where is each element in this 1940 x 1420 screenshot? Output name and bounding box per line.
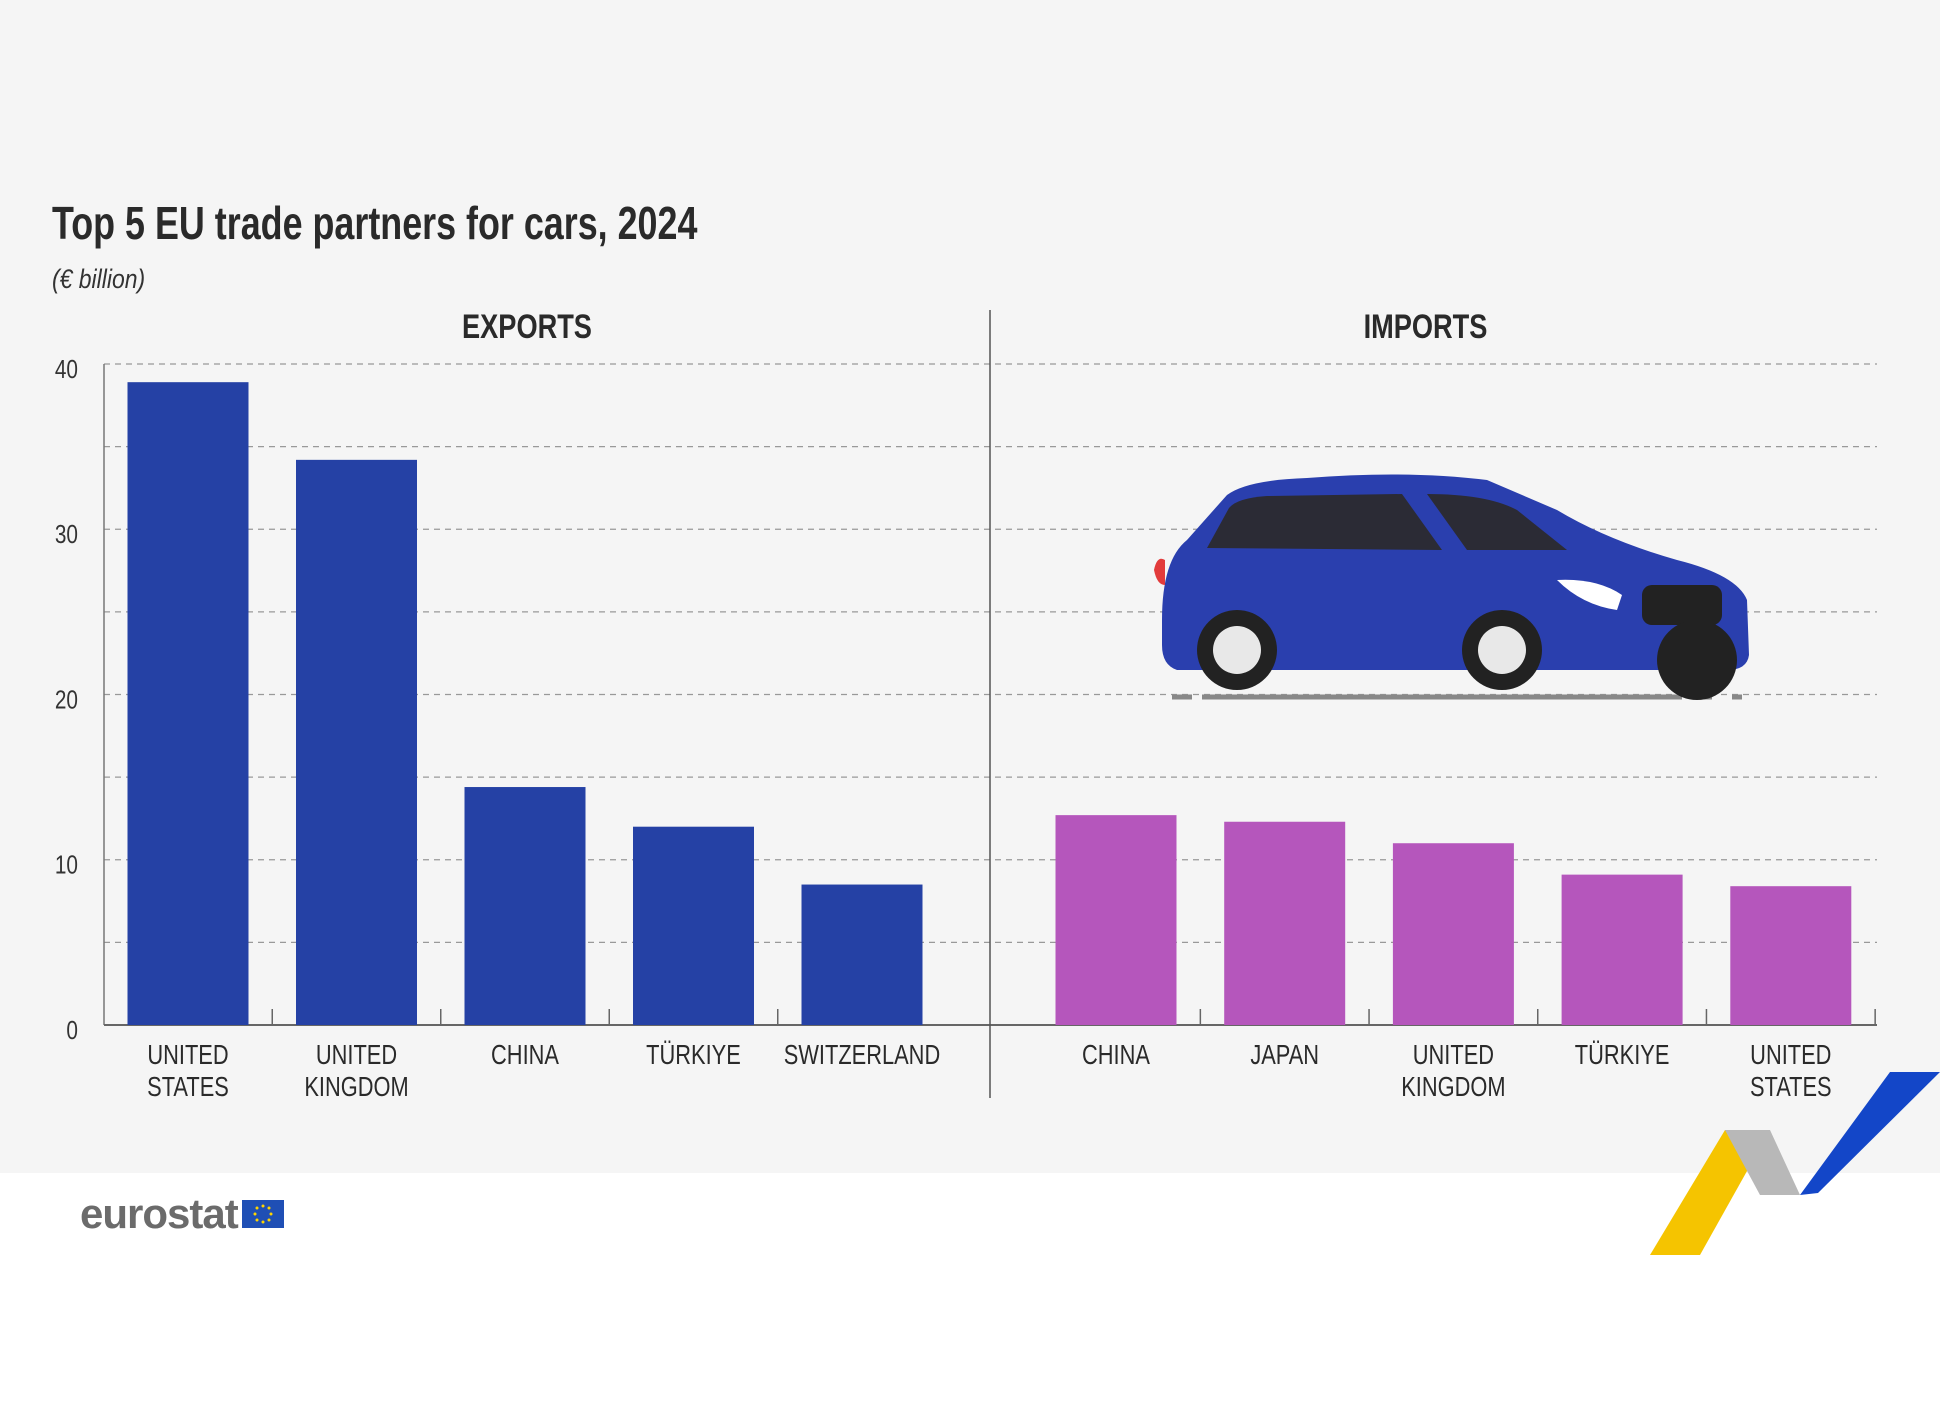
bar-exports xyxy=(464,787,586,1025)
chart-subtitle: (€ billion) xyxy=(52,264,146,294)
bar-exports xyxy=(296,459,417,1026)
y-tick-label: 20 xyxy=(55,685,78,714)
ribbon-yellow xyxy=(1650,1130,1770,1255)
y-tick-label: 10 xyxy=(55,851,78,880)
ribbon-grey xyxy=(1725,1130,1800,1195)
car-icon xyxy=(1154,474,1749,700)
category-label: UNITED xyxy=(316,1039,397,1070)
bar-exports xyxy=(633,826,754,1025)
car-window-rear xyxy=(1427,494,1567,550)
bar-imports xyxy=(1392,843,1514,1025)
y-tick-label: 0 xyxy=(66,1016,78,1045)
category-label: SWITZERLAND xyxy=(784,1039,940,1070)
bar-imports xyxy=(1561,874,1683,1025)
car-taillight xyxy=(1154,558,1165,585)
category-label: CHINA xyxy=(491,1039,559,1070)
car-rim xyxy=(1478,626,1526,674)
car-rim xyxy=(1213,626,1261,674)
bar-exports xyxy=(127,382,249,1025)
decorative-ribbon-icon xyxy=(1650,1072,1940,1255)
bar-imports xyxy=(1730,886,1852,1025)
panel-title-imports: IMPORTS xyxy=(1364,307,1488,346)
category-label: STATES xyxy=(1750,1071,1832,1102)
category-label: UNITED xyxy=(1413,1039,1494,1070)
ribbon-blue xyxy=(1800,1072,1940,1195)
bar-imports xyxy=(1055,815,1177,1025)
eu-flag-icon xyxy=(241,1200,284,1228)
category-label: UNITED xyxy=(1750,1039,1831,1070)
category-label: JAPAN xyxy=(1250,1039,1319,1070)
category-label: STATES xyxy=(147,1071,229,1102)
logo-text: eurostat xyxy=(80,1190,239,1237)
category-label: KINGDOM xyxy=(1401,1071,1505,1102)
y-tick-label: 40 xyxy=(55,355,78,384)
category-label: TÜRKIYE xyxy=(1575,1039,1670,1070)
category-label: CHINA xyxy=(1082,1039,1150,1070)
car-grille xyxy=(1642,585,1722,625)
car-window-front xyxy=(1207,494,1442,550)
y-tick-label: 30 xyxy=(55,520,78,549)
bar-exports xyxy=(801,884,923,1025)
chart-title: Top 5 EU trade partners for cars, 2024 xyxy=(52,197,698,249)
category-label: KINGDOM xyxy=(304,1071,408,1102)
panel-title-exports: EXPORTS xyxy=(462,307,592,346)
eurostat-logo: eurostat xyxy=(80,1190,284,1238)
category-label: TÜRKIYE xyxy=(646,1039,741,1070)
bar-imports xyxy=(1224,821,1346,1025)
category-label: UNITED xyxy=(147,1039,228,1070)
car-wheel xyxy=(1657,620,1737,700)
car-headlight xyxy=(1557,579,1622,610)
